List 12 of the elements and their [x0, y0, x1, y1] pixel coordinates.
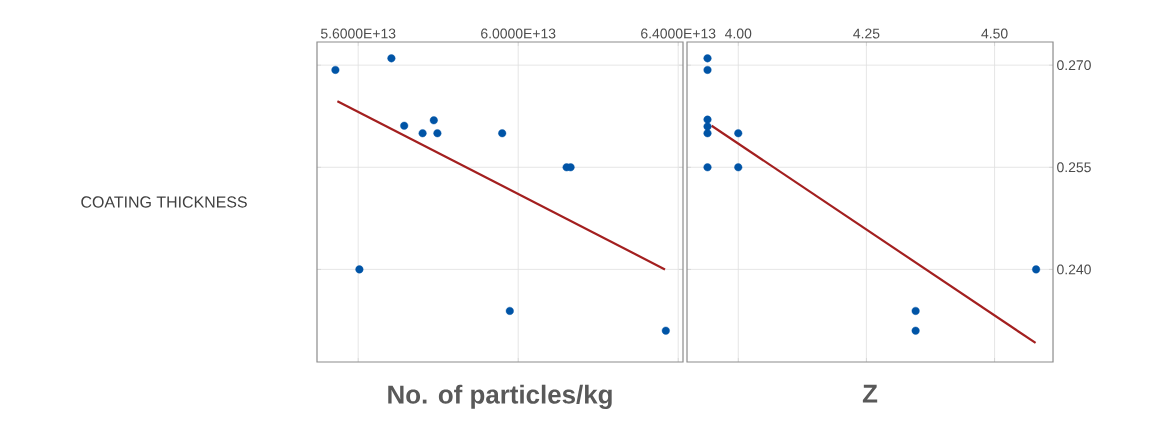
x-tick-label: 4.50 — [981, 28, 1008, 39]
x-tick-label: 5.6000E+13 — [320, 28, 396, 39]
x-tick-label: 4.00 — [725, 28, 752, 39]
y-axis-title: COATING THICKNESS — [81, 196, 247, 208]
y-tick-label: 0.270 — [1057, 60, 1091, 71]
x-tick-label: 6.0000E+13 — [481, 28, 556, 39]
y-tick-label: 0.240 — [1057, 264, 1091, 275]
x-axis-title: Z — [862, 384, 878, 403]
y-tick-label: 0.255 — [1057, 162, 1091, 173]
x-axis-title: No. of particles/kg — [388, 384, 612, 409]
x-tick-label: 6.4000E+13 — [641, 28, 716, 39]
x-tick-label: 4.25 — [853, 28, 880, 39]
